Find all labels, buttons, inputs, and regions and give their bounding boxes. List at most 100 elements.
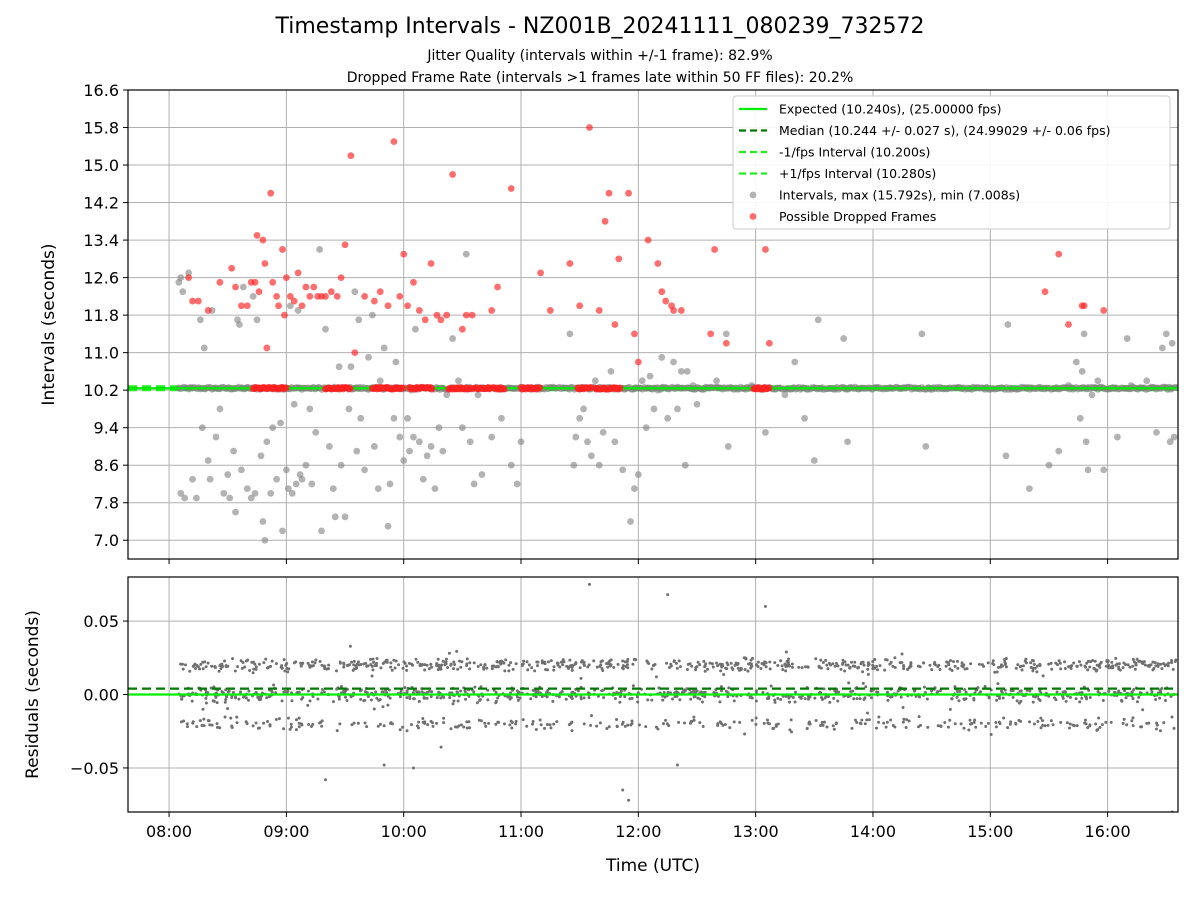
residual-point — [438, 664, 442, 668]
interval-point — [306, 405, 314, 413]
residual-point — [608, 659, 612, 663]
residual-point — [744, 656, 748, 660]
residual-point — [1038, 698, 1042, 702]
interval-point — [431, 485, 439, 493]
residual-point — [408, 697, 412, 701]
dropped-frame-point — [765, 339, 773, 347]
residual-point — [392, 658, 396, 662]
residual-point — [974, 725, 978, 729]
interval-point — [325, 443, 333, 450]
residual-point — [823, 696, 827, 700]
residual-point — [700, 700, 704, 704]
residual-point — [936, 724, 940, 728]
interval-point — [406, 447, 413, 455]
residual-point — [342, 665, 346, 669]
dropped-frame-point — [322, 292, 329, 300]
residual-point — [531, 722, 535, 726]
dropped-frame-point — [631, 330, 638, 338]
interval-point — [279, 527, 286, 535]
residual-point — [843, 660, 847, 664]
residual-point — [1143, 663, 1147, 667]
residual-point — [576, 689, 580, 693]
residual-point — [875, 690, 879, 694]
interval-point — [470, 480, 478, 488]
residual-point — [1019, 664, 1023, 668]
residual-point — [307, 722, 311, 726]
dropped-frame-point — [269, 278, 277, 286]
residual-point — [789, 718, 793, 722]
residual-point — [1029, 665, 1033, 669]
residual-point — [191, 721, 195, 725]
residual-point — [204, 690, 208, 694]
residual-point — [443, 663, 447, 667]
residual-point — [665, 661, 669, 665]
residual-point — [723, 722, 727, 726]
residual-point — [200, 724, 204, 728]
residual-point — [515, 695, 519, 699]
interval-point — [1100, 466, 1108, 474]
interval-point — [435, 424, 443, 432]
residual-point — [1093, 659, 1097, 663]
residual-point — [718, 700, 722, 704]
residual-point — [262, 721, 266, 725]
residual-point — [294, 728, 298, 732]
residual-point — [350, 660, 354, 664]
residual-point — [818, 690, 822, 694]
residual-point — [790, 665, 794, 669]
residual-point — [979, 690, 983, 694]
residual-point — [867, 662, 871, 666]
residual-point — [379, 666, 383, 670]
residual-point — [1123, 689, 1127, 693]
residual-point — [198, 719, 202, 723]
residual-point — [698, 721, 702, 725]
residual-point — [678, 665, 682, 669]
residual-point — [1074, 697, 1078, 701]
residual-point — [632, 657, 636, 661]
residual-point — [280, 699, 284, 703]
residual-point — [921, 661, 925, 665]
residual-point — [902, 717, 906, 721]
residual-point — [449, 727, 453, 731]
residual-point — [722, 672, 726, 676]
residual-point — [1070, 664, 1074, 668]
residual-point — [457, 659, 461, 663]
residual-point — [1084, 695, 1088, 699]
residual-point — [671, 697, 675, 701]
residual-point — [719, 685, 723, 689]
residual-point — [1068, 695, 1072, 699]
residual-point — [1069, 667, 1073, 671]
residual-point — [720, 689, 724, 693]
residual-point — [948, 718, 952, 722]
residual-point — [423, 668, 427, 672]
residual-point — [280, 664, 284, 668]
residual-point — [310, 664, 314, 668]
residual-point — [1128, 665, 1132, 669]
residual-point — [678, 698, 682, 702]
residual-point — [364, 661, 368, 665]
residual-point — [1063, 690, 1067, 694]
residual-point — [735, 663, 739, 667]
residual-point — [953, 664, 957, 668]
y-tick-label: 14.2 — [83, 194, 119, 213]
residual-point — [1153, 661, 1157, 665]
residual-point — [389, 721, 393, 725]
residual-point — [1041, 719, 1045, 723]
residual-point — [766, 721, 770, 725]
residual-point — [967, 728, 971, 732]
residual-point — [803, 665, 807, 669]
residual-point — [1083, 718, 1087, 722]
chart-subtitle-dropped: Dropped Frame Rate (intervals >1 frames … — [346, 70, 854, 86]
y-tick-label: 15.0 — [83, 156, 119, 175]
residual-point — [403, 686, 407, 690]
residual-point — [1170, 659, 1174, 663]
residual-point — [626, 657, 630, 661]
residual-point — [876, 668, 880, 672]
residual-point — [662, 690, 666, 694]
residual-point — [1078, 700, 1082, 704]
residual-point — [230, 726, 234, 730]
interval-point — [498, 414, 505, 422]
residual-point — [626, 666, 630, 670]
residual-point — [529, 697, 533, 701]
residual-point — [462, 725, 466, 729]
residual-point — [306, 703, 310, 707]
